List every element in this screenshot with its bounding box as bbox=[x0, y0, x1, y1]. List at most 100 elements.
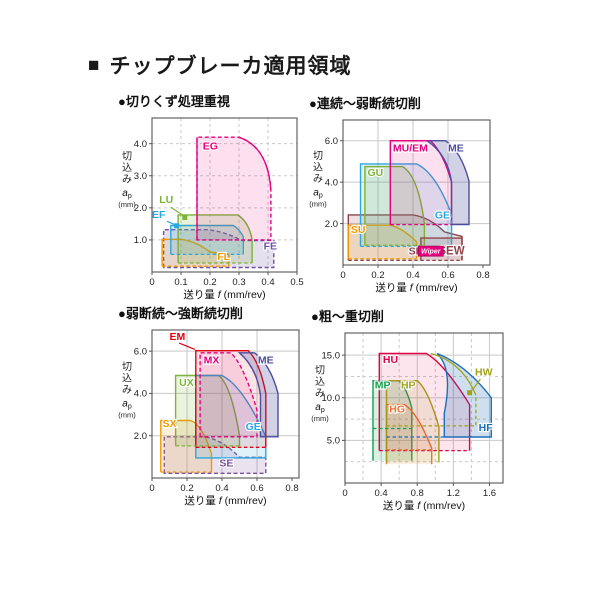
x-tick-label: 0 bbox=[340, 270, 345, 281]
region-label-HP: HP bbox=[401, 379, 416, 391]
y-axis-label-symbol: ap bbox=[315, 402, 325, 414]
x-tick-label: 0.4 bbox=[406, 270, 419, 281]
region-border-GE bbox=[359, 163, 453, 247]
region-label-SE: SE bbox=[219, 457, 233, 469]
x-tick-label: 0.6 bbox=[441, 270, 454, 281]
y-tick-label: 2.0 bbox=[134, 431, 147, 442]
region-label-GE: GE bbox=[246, 421, 261, 433]
region-fill-HF bbox=[437, 353, 492, 437]
y-tick-label: 5.0 bbox=[327, 436, 340, 447]
region-fill-MX bbox=[200, 352, 257, 437]
region-label-ME: ME bbox=[448, 142, 464, 154]
region-fill-HG bbox=[386, 404, 432, 465]
region-label-FE: FE bbox=[264, 241, 277, 253]
label-leader-line bbox=[471, 378, 481, 391]
region-border-GU bbox=[364, 165, 426, 246]
x-tick-label: 0.6 bbox=[250, 483, 263, 494]
x-tick-label: 0.5 bbox=[290, 277, 303, 288]
region-marker bbox=[174, 223, 180, 229]
y-tick-label: 4.0 bbox=[134, 139, 147, 150]
plot-border bbox=[342, 119, 491, 266]
region-label-HW: HW bbox=[475, 367, 493, 379]
page-title: ■ チップブレーカ適用領域 bbox=[88, 50, 351, 80]
region-border-HG bbox=[385, 403, 433, 465]
region-fill-MU/EM bbox=[390, 140, 452, 225]
x-tick-label: 0.2 bbox=[203, 277, 216, 288]
region-label-GE: GE bbox=[435, 209, 450, 221]
region-label-ME: ME bbox=[258, 354, 274, 366]
region-label-MP: MP bbox=[375, 379, 391, 391]
chart-chip-control: ●切りくず処理重視 FE FL EF LU EG 0 0.1 0.2 0.3 0.4 0.5 1.0 2.… bbox=[118, 94, 304, 301]
region-label-SEW: SEW bbox=[438, 246, 464, 258]
region-border-SE bbox=[347, 214, 463, 261]
region-label-SU: SU bbox=[351, 224, 366, 236]
label-leader-line bbox=[166, 220, 176, 226]
region-label-GU: GU bbox=[368, 167, 384, 179]
region-border-HP bbox=[385, 380, 440, 463]
chart-title-rough: ●粗～重切削 bbox=[311, 309, 384, 324]
y-axis-label-symbol: ap bbox=[313, 188, 323, 200]
y-tick-label: 2.0 bbox=[325, 219, 338, 230]
label-leader-line bbox=[170, 206, 184, 217]
region-fill-ME bbox=[427, 140, 469, 225]
region-fill-UX bbox=[175, 375, 240, 446]
region-border-HU bbox=[378, 352, 471, 451]
boundary-line bbox=[386, 395, 477, 427]
x-tick-label: 0.8 bbox=[411, 488, 424, 499]
x-tick-label: 0 bbox=[149, 277, 154, 288]
region-marker bbox=[467, 390, 473, 396]
y-axis-label-char: 切 bbox=[313, 150, 323, 162]
x-tick-label: 0.4 bbox=[261, 277, 274, 288]
region-fill-EG bbox=[197, 137, 271, 240]
region-border-EF bbox=[170, 224, 244, 255]
region-fill-GU bbox=[364, 166, 425, 246]
region-border-HF bbox=[436, 352, 492, 438]
y-axis-label-char: み bbox=[313, 174, 323, 185]
y-tick-label: 15.0 bbox=[322, 350, 341, 361]
x-axis-label: 送り量 f (mm/rev) bbox=[375, 281, 457, 294]
title-square-marker: ■ bbox=[88, 54, 101, 76]
region-border-LU bbox=[177, 214, 253, 263]
y-axis-label-char: 込 bbox=[122, 372, 132, 384]
y-tick-label: 4.0 bbox=[325, 177, 338, 188]
region-border-ME bbox=[424, 140, 470, 226]
region-border-ME bbox=[237, 352, 279, 438]
chart-interrupted: ●弱断続～強断続切削 SE SX UX GE EM MX ME 0 0.2 0.4 0.6 0.8 2.0… bbox=[118, 306, 300, 507]
region-fill-FL bbox=[162, 239, 229, 267]
y-axis-label-unit: (mm) bbox=[309, 200, 327, 209]
y-tick-label: 3.0 bbox=[134, 171, 147, 182]
y-axis-label-char: み bbox=[315, 389, 325, 400]
x-axis-label: 送り量 f (mm/rev) bbox=[184, 494, 266, 507]
y-axis-label-char: 切 bbox=[122, 361, 132, 373]
y-tick-label: 1.0 bbox=[134, 235, 147, 246]
region-fill-MP bbox=[373, 380, 412, 461]
region-label-MX: MX bbox=[204, 354, 220, 366]
region-label-HU: HU bbox=[383, 354, 398, 366]
x-tick-label: 0.2 bbox=[371, 270, 384, 281]
region-label-EM: EM bbox=[170, 331, 186, 343]
region-label-HG: HG bbox=[389, 403, 405, 415]
chart-rough: ●粗～重切削 MP HG HP HU HF HW 0 0.4 0.8 1.2 1.6 5.0 10.0 15… bbox=[311, 309, 504, 512]
chart-title-interrupted: ●弱断続～強断続切削 bbox=[118, 306, 243, 321]
y-axis-label-unit: (mm) bbox=[118, 200, 136, 209]
region-fill-HP bbox=[386, 380, 439, 463]
x-tick-label: 0.8 bbox=[285, 483, 298, 494]
y-axis-label-unit: (mm) bbox=[311, 414, 329, 423]
region-label-LU: LU bbox=[159, 194, 173, 206]
y-axis-label-char: 切 bbox=[315, 365, 325, 377]
label-leader-line bbox=[178, 342, 196, 351]
region-border-FL bbox=[161, 238, 230, 267]
y-tick-label: 10.0 bbox=[322, 393, 341, 404]
page-title-text: チップブレーカ適用領域 bbox=[109, 55, 352, 78]
y-axis-label-char: 込 bbox=[313, 162, 323, 174]
x-tick-label: 0.3 bbox=[232, 277, 245, 288]
y-axis-label-unit: (mm) bbox=[118, 410, 136, 419]
region-label-EF: EF bbox=[152, 209, 166, 221]
boundary-line bbox=[238, 136, 272, 191]
x-tick-label: 0.4 bbox=[375, 488, 388, 499]
y-axis-label-symbol: ap bbox=[122, 188, 132, 200]
plot-border bbox=[151, 117, 298, 273]
